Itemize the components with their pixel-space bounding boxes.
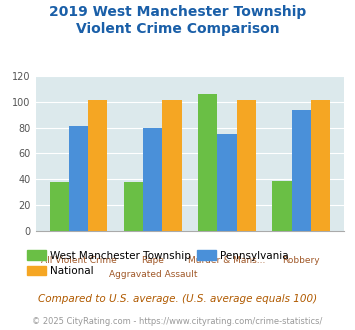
Text: Rape: Rape — [141, 256, 164, 265]
Text: All Violent Crime: All Violent Crime — [40, 256, 116, 265]
Legend: West Manchester Township, National, Pennsylvania: West Manchester Township, National, Penn… — [23, 246, 293, 280]
Text: Murder & Mans...: Murder & Mans... — [189, 256, 266, 265]
Text: 2019 West Manchester Township
Violent Crime Comparison: 2019 West Manchester Township Violent Cr… — [49, 5, 306, 36]
Bar — [292, 110, 311, 231]
Bar — [311, 100, 330, 231]
Bar — [124, 182, 143, 231]
Text: Aggravated Assault: Aggravated Assault — [109, 270, 197, 279]
Text: Compared to U.S. average. (U.S. average equals 100): Compared to U.S. average. (U.S. average … — [38, 294, 317, 304]
Bar — [69, 126, 88, 231]
Bar — [143, 128, 163, 231]
Bar — [50, 182, 69, 231]
Bar — [198, 94, 217, 231]
Bar — [88, 100, 108, 231]
Bar — [272, 181, 292, 231]
Bar — [217, 134, 237, 231]
Text: © 2025 CityRating.com - https://www.cityrating.com/crime-statistics/: © 2025 CityRating.com - https://www.city… — [32, 317, 323, 326]
Text: Robbery: Robbery — [283, 256, 320, 265]
Bar — [237, 100, 256, 231]
Bar — [163, 100, 182, 231]
